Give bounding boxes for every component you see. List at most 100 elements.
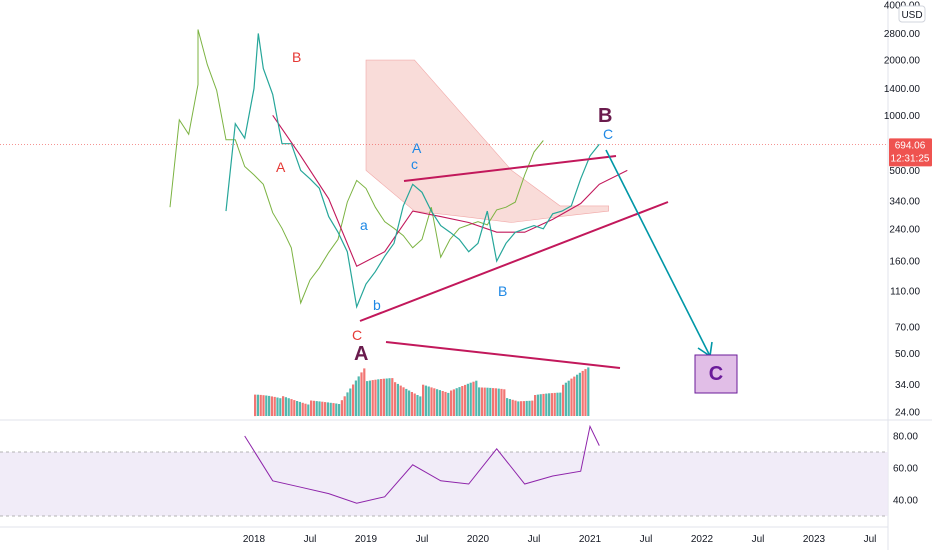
price-line	[225, 33, 600, 309]
volume-bar	[315, 401, 318, 416]
price-axis[interactable]: 4000.002800.002000.001400.001000.00500.0…	[884, 1, 921, 419]
volume-bar	[511, 399, 514, 416]
volume-bar	[531, 400, 534, 416]
volume-bar	[517, 401, 520, 416]
resistance-trendline[interactable]	[403, 155, 617, 182]
volume-bar	[548, 393, 551, 416]
target-box[interactable]	[694, 354, 738, 394]
volume-bar	[578, 372, 581, 416]
volume-bar	[410, 392, 413, 416]
volume-bar	[469, 382, 472, 416]
volume-bar	[497, 388, 500, 416]
volume-bar	[478, 387, 481, 416]
volume-bar	[480, 387, 483, 416]
wave-label-C-red: C	[352, 327, 362, 343]
volume-bar	[377, 379, 380, 416]
volume-bar	[489, 387, 492, 416]
volume-bar	[405, 388, 408, 416]
volume-bar	[573, 376, 576, 416]
wave-label-C-blue: C	[603, 126, 613, 142]
volume-bar	[363, 368, 366, 416]
volume-bar	[506, 398, 509, 416]
volume-bar	[279, 398, 282, 416]
time-tick-label: 2023	[803, 534, 826, 545]
time-tick-label: Jul	[416, 534, 429, 545]
price-tick-label: 160.00	[889, 257, 920, 268]
volume-bar	[536, 394, 539, 416]
volume-bar	[564, 382, 567, 416]
volume-bar	[486, 387, 489, 416]
volume-bar	[296, 401, 299, 416]
volume-bar	[329, 402, 332, 416]
volume-bar	[433, 388, 436, 416]
price-tick-label: 34.00	[895, 380, 920, 391]
rsi-line	[244, 424, 600, 504]
volume-bar	[528, 400, 531, 416]
volume-bar	[522, 401, 525, 416]
volume-bar	[368, 380, 371, 416]
time-tick-label: Jul	[304, 534, 317, 545]
volume-bar	[438, 390, 441, 416]
volume-bar	[318, 401, 321, 416]
last-price-value: 694.06	[895, 140, 926, 151]
price-tick-label: 340.00	[889, 197, 920, 208]
volume-bar	[304, 403, 307, 416]
volume-bar	[494, 388, 497, 416]
volume-bar	[298, 401, 301, 416]
volume-bar	[525, 400, 528, 416]
wave-label-a: a	[360, 217, 368, 233]
currency-usd-icon[interactable]: USD	[898, 5, 926, 23]
volume-bar	[326, 402, 329, 416]
volume-bar	[447, 392, 450, 416]
volume-bar	[422, 384, 425, 416]
time-tick-label: 2021	[579, 534, 602, 545]
volume-bar	[396, 383, 399, 416]
volume-bar	[335, 403, 338, 416]
volume-bar	[441, 391, 444, 416]
volume-bar	[287, 398, 290, 416]
volume-bar	[332, 403, 335, 416]
volume-bar	[475, 380, 478, 416]
volume-bar	[360, 372, 363, 416]
volume-trendline[interactable]	[385, 341, 621, 369]
volume-bar	[259, 394, 262, 416]
volume-bar	[556, 392, 559, 416]
volume-bar	[371, 380, 374, 416]
time-axis[interactable]: 2018 Jul 2019 Jul 2020 Jul 2021 Jul 2022 Jul 2023 J…	[243, 534, 877, 545]
price-tick-label: 24.00	[895, 408, 920, 419]
price-tick-label: 70.00	[895, 322, 920, 333]
volume-bar	[424, 385, 427, 416]
support-trendline[interactable]	[359, 201, 669, 322]
volume-bar	[413, 393, 416, 416]
bar-countdown: 12:31:25	[891, 153, 930, 164]
volume-bar	[388, 378, 391, 416]
target-box-label: C	[709, 363, 723, 385]
volume-bar	[542, 393, 545, 416]
volume-bar	[534, 395, 537, 416]
volume-bar	[352, 384, 355, 416]
wave-label-A-red: A	[276, 159, 286, 175]
volume-bar	[584, 369, 587, 416]
price-tick-label: 240.00	[889, 224, 920, 235]
volume-bar	[492, 388, 495, 416]
rsi-tick-label: 60.00	[893, 464, 918, 475]
volume-bar	[385, 378, 388, 416]
price-tick-label: 2000.00	[884, 56, 921, 67]
wave-label-B-major: B	[598, 105, 612, 127]
volume-bar	[354, 380, 357, 416]
rsi-axis[interactable]: 80.00 60.00 40.00	[893, 432, 918, 507]
volume-bar	[276, 397, 279, 416]
volume-bar	[466, 383, 469, 416]
wave-label-b: b	[373, 297, 381, 313]
price-tick-label: 2800.00	[884, 29, 921, 40]
time-tick-label: 2019	[355, 534, 378, 545]
price-tick-label: 50.00	[895, 349, 920, 360]
volume-bar	[366, 381, 369, 416]
volume-bar	[419, 396, 422, 416]
volume-bar	[430, 387, 433, 416]
time-tick-label: Jul	[528, 534, 541, 545]
projection-arrow[interactable]	[605, 149, 711, 357]
wave-label-A-blue: A	[412, 140, 422, 156]
volume-bar	[310, 400, 313, 416]
